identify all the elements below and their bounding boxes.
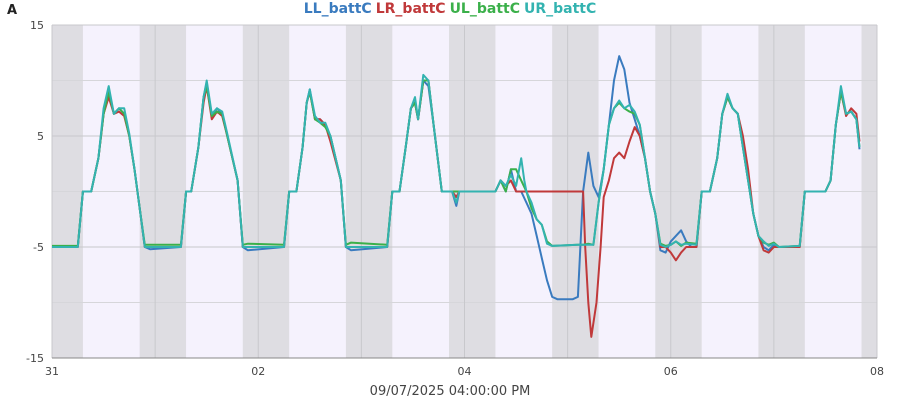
x-tick-label: 04 <box>458 365 472 378</box>
x-tick-label: 06 <box>664 365 678 378</box>
legend: LL_battC LR_battC UL_battC UR_battC <box>0 1 900 17</box>
series-lines <box>52 55 861 338</box>
legend-item-LL_battC[interactable]: LL_battC <box>303 1 372 17</box>
y-tick-label: 15 <box>30 19 44 32</box>
axes: 31 02 04 06 08 15 5 -5 -15 <box>26 19 884 378</box>
x-tick-label: 08 <box>870 365 884 378</box>
selected-time-readout: 09/07/2025 04:00:00 PM <box>369 384 531 399</box>
legend-item-LR_battC[interactable]: LR_battC <box>375 1 446 17</box>
panel-label: A <box>7 3 18 18</box>
x-tick-label: 02 <box>251 365 265 378</box>
x-tick-label: 31 <box>45 365 59 378</box>
y-tick-label: -15 <box>26 352 44 365</box>
legend-item-UR_battC[interactable]: UR_battC <box>523 1 597 17</box>
y-tick-label: -5 <box>33 241 44 254</box>
series-line-UR_battC <box>52 73 861 248</box>
y-tick-label: 5 <box>37 130 44 143</box>
legend-item-UL_battC[interactable]: UL_battC <box>449 1 520 17</box>
